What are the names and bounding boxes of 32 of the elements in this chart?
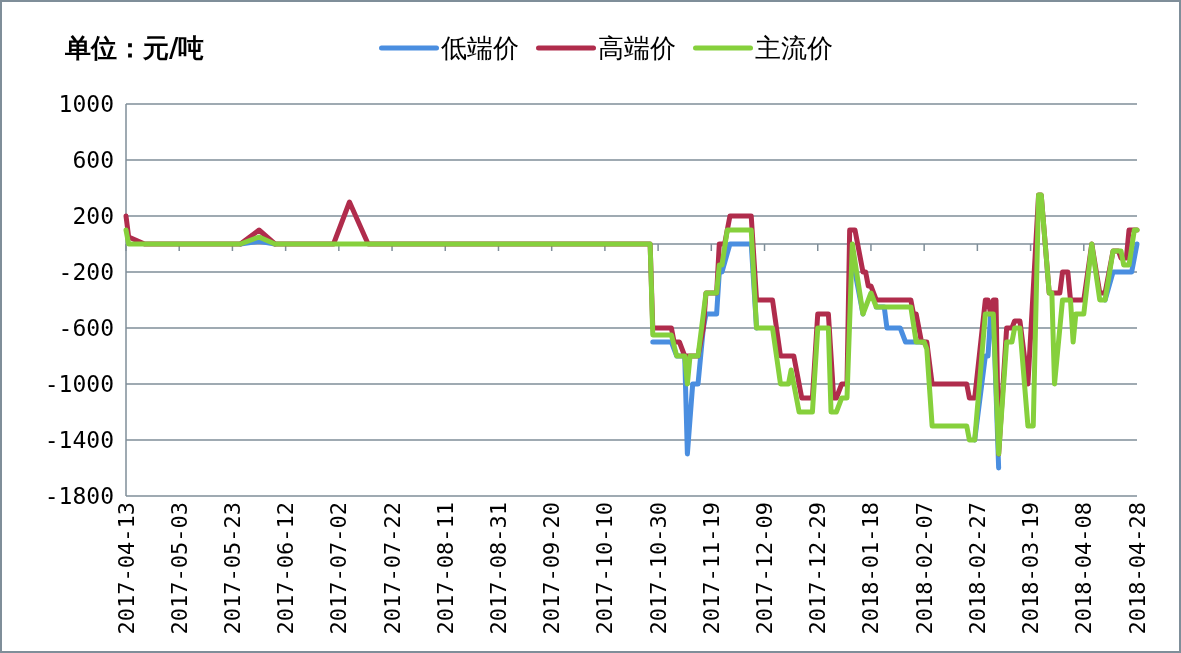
y-tick-label: -1800: [44, 483, 114, 509]
x-tick-label: 2017-08-11: [432, 502, 458, 635]
x-tick-label: 2017-12-09: [752, 502, 778, 635]
legend-label: 低端价: [440, 33, 519, 63]
x-tick-label: 2017-11-19: [698, 502, 724, 635]
x-tick-label: 2018-01-18: [858, 502, 884, 635]
chart-title: 单位：元/吨: [64, 33, 205, 63]
y-tick-label: -600: [58, 315, 114, 341]
x-tick-label: 2017-07-22: [379, 502, 405, 635]
x-tick-label: 2018-04-08: [1071, 502, 1097, 635]
y-tick-label: 600: [72, 147, 114, 173]
x-tick-label: 2017-05-03: [166, 502, 192, 635]
y-tick-label: -1400: [44, 427, 114, 453]
x-tick-label: 2018-02-27: [964, 502, 990, 635]
x-tick-label: 2017-09-20: [539, 502, 565, 635]
y-tick-label: 1000: [58, 91, 114, 117]
y-tick-label: -200: [58, 259, 114, 285]
x-tick-label: 2017-10-30: [645, 502, 671, 635]
x-tick-label: 2017-12-29: [805, 502, 831, 635]
x-tick-label: 2017-05-23: [219, 502, 245, 635]
x-tick-label: 2017-07-02: [326, 502, 352, 635]
x-tick-label: 2018-03-19: [1018, 502, 1044, 635]
x-tick-label: 2018-04-28: [1124, 502, 1150, 635]
y-tick-label: 200: [72, 203, 114, 229]
y-tick-label: -1000: [44, 371, 114, 397]
legend-label: 主流价: [754, 33, 833, 63]
x-tick-label: 2018-02-07: [911, 502, 937, 635]
legend-label: 高端价: [597, 33, 676, 63]
x-tick-label: 2017-06-12: [273, 502, 299, 635]
x-tick-label: 2017-04-13: [113, 502, 139, 635]
x-tick-label: 2017-10-10: [592, 502, 618, 635]
x-tick-label: 2017-08-31: [485, 502, 511, 635]
